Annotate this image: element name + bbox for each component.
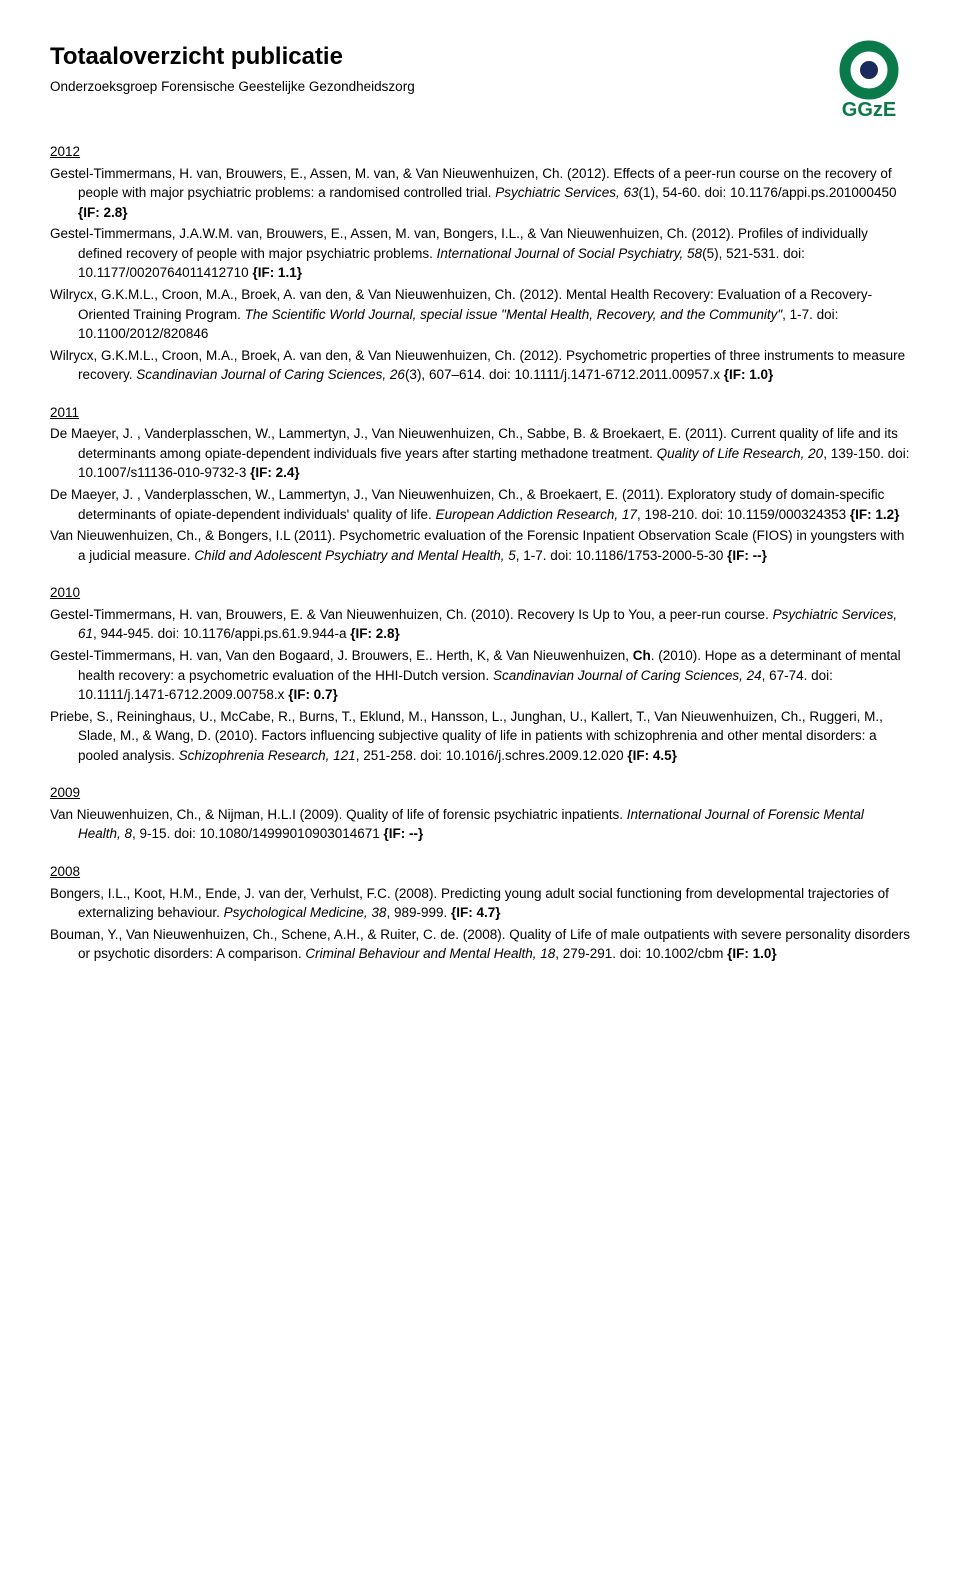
- text-segment: {IF: 2.8}: [350, 626, 400, 641]
- text-segment: {IF: 1.0}: [724, 367, 774, 382]
- text-segment: Gestel-Timmermans, H. van, Brouwers, E. …: [50, 607, 773, 622]
- year-heading: 2008: [50, 862, 910, 882]
- text-segment: {IF: 2.8}: [78, 205, 128, 220]
- publication-entry: Van Nieuwenhuizen, Ch., & Bongers, I.L (…: [50, 526, 910, 565]
- text-segment: {IF: 1.1}: [252, 265, 302, 280]
- text-segment: {IF: 4.7}: [451, 905, 501, 920]
- publication-entry: Wilrycx, G.K.M.L., Croon, M.A., Broek, A…: [50, 285, 910, 344]
- text-segment: Ch: [633, 648, 651, 663]
- text-segment: Schizophrenia Research, 121: [179, 748, 356, 763]
- text-segment: Van Nieuwenhuizen, Ch., & Nijman, H.L.I …: [50, 807, 627, 822]
- text-segment: {IF: --}: [727, 548, 767, 563]
- publication-entry: Wilrycx, G.K.M.L., Croon, M.A., Broek, A…: [50, 346, 910, 385]
- text-segment: Psychiatric Services, 63: [495, 185, 638, 200]
- text-segment: {IF: 2.4}: [250, 465, 300, 480]
- publication-entry: Bouman, Y., Van Nieuwenhuizen, Ch., Sche…: [50, 925, 910, 964]
- text-segment: , 944-945. doi: 10.1176/appi.ps.61.9.944…: [93, 626, 350, 641]
- text-segment: Criminal Behaviour and Mental Health, 18: [305, 946, 555, 961]
- text-segment: Gestel-Timmermans, H. van, Van den Bogaa…: [50, 648, 633, 663]
- year-heading: 2011: [50, 403, 910, 423]
- year-heading: 2010: [50, 583, 910, 603]
- text-segment: {IF: 4.5}: [627, 748, 677, 763]
- text-segment: Scandinavian Journal of Caring Sciences,…: [493, 668, 762, 683]
- publication-entry: Priebe, S., Reininghaus, U., McCabe, R.,…: [50, 707, 910, 766]
- text-segment: Psychological Medicine, 38: [224, 905, 387, 920]
- header-text: Totaaloverzicht publicatie Onderzoeksgro…: [50, 40, 828, 96]
- text-segment: The Scientific World Journal, special is…: [245, 307, 783, 322]
- publication-entry: Bongers, I.L., Koot, H.M., Ende, J. van …: [50, 884, 910, 923]
- brand-logo: GGzE: [828, 40, 910, 122]
- text-segment: {IF: 0.7}: [288, 687, 338, 702]
- text-segment: Scandinavian Journal of Caring Sciences,…: [136, 367, 405, 382]
- page-title: Totaaloverzicht publicatie: [50, 40, 828, 75]
- text-segment: , 279-291. doi: 10.1002/cbm: [555, 946, 727, 961]
- text-segment: , 251-258. doi: 10.1016/j.schres.2009.12…: [356, 748, 628, 763]
- text-segment: , 9-15. doi: 10.1080/14999010903014671: [132, 826, 383, 841]
- publication-entry: De Maeyer, J. , Vanderplasschen, W., Lam…: [50, 485, 910, 524]
- ggze-logo-icon: GGzE: [828, 40, 910, 122]
- text-segment: European Addiction Research, 17: [436, 507, 637, 522]
- text-segment: (1), 54-60. doi: 10.1176/appi.ps.2010004…: [639, 185, 897, 200]
- text-segment: Child and Adolescent Psychiatry and Ment…: [194, 548, 515, 563]
- publication-entry: De Maeyer, J. , Vanderplasschen, W., Lam…: [50, 424, 910, 483]
- year-heading: 2009: [50, 783, 910, 803]
- text-segment: , 989-999.: [386, 905, 451, 920]
- text-segment: International Journal of Social Psychiat…: [437, 246, 702, 261]
- publication-entry: Gestel-Timmermans, H. van, Brouwers, E. …: [50, 605, 910, 644]
- page-header: Totaaloverzicht publicatie Onderzoeksgro…: [50, 40, 910, 122]
- text-segment: (3), 607–614. doi: 10.1111/j.1471-6712.2…: [405, 367, 724, 382]
- publication-entry: Gestel-Timmermans, H. van, Van den Bogaa…: [50, 646, 910, 705]
- svg-text:GGzE: GGzE: [842, 99, 896, 121]
- publication-entry: Gestel-Timmermans, H. van, Brouwers, E.,…: [50, 164, 910, 223]
- text-segment: , 198-210. doi: 10.1159/000324353: [637, 507, 850, 522]
- text-segment: Quality of Life Research, 20: [657, 446, 824, 461]
- publication-entry: Gestel-Timmermans, J.A.W.M. van, Brouwer…: [50, 224, 910, 283]
- text-segment: , 1-7. doi: 10.1186/1753-2000-5-30: [516, 548, 727, 563]
- year-heading: 2012: [50, 142, 910, 162]
- text-segment: {IF: 1.2}: [850, 507, 900, 522]
- publication-entry: Van Nieuwenhuizen, Ch., & Nijman, H.L.I …: [50, 805, 910, 844]
- page-subtitle: Onderzoeksgroep Forensische Geestelijke …: [50, 77, 828, 97]
- publication-list: 2012Gestel-Timmermans, H. van, Brouwers,…: [50, 142, 910, 964]
- text-segment: {IF: --}: [384, 826, 424, 841]
- text-segment: {IF: 1.0}: [727, 946, 777, 961]
